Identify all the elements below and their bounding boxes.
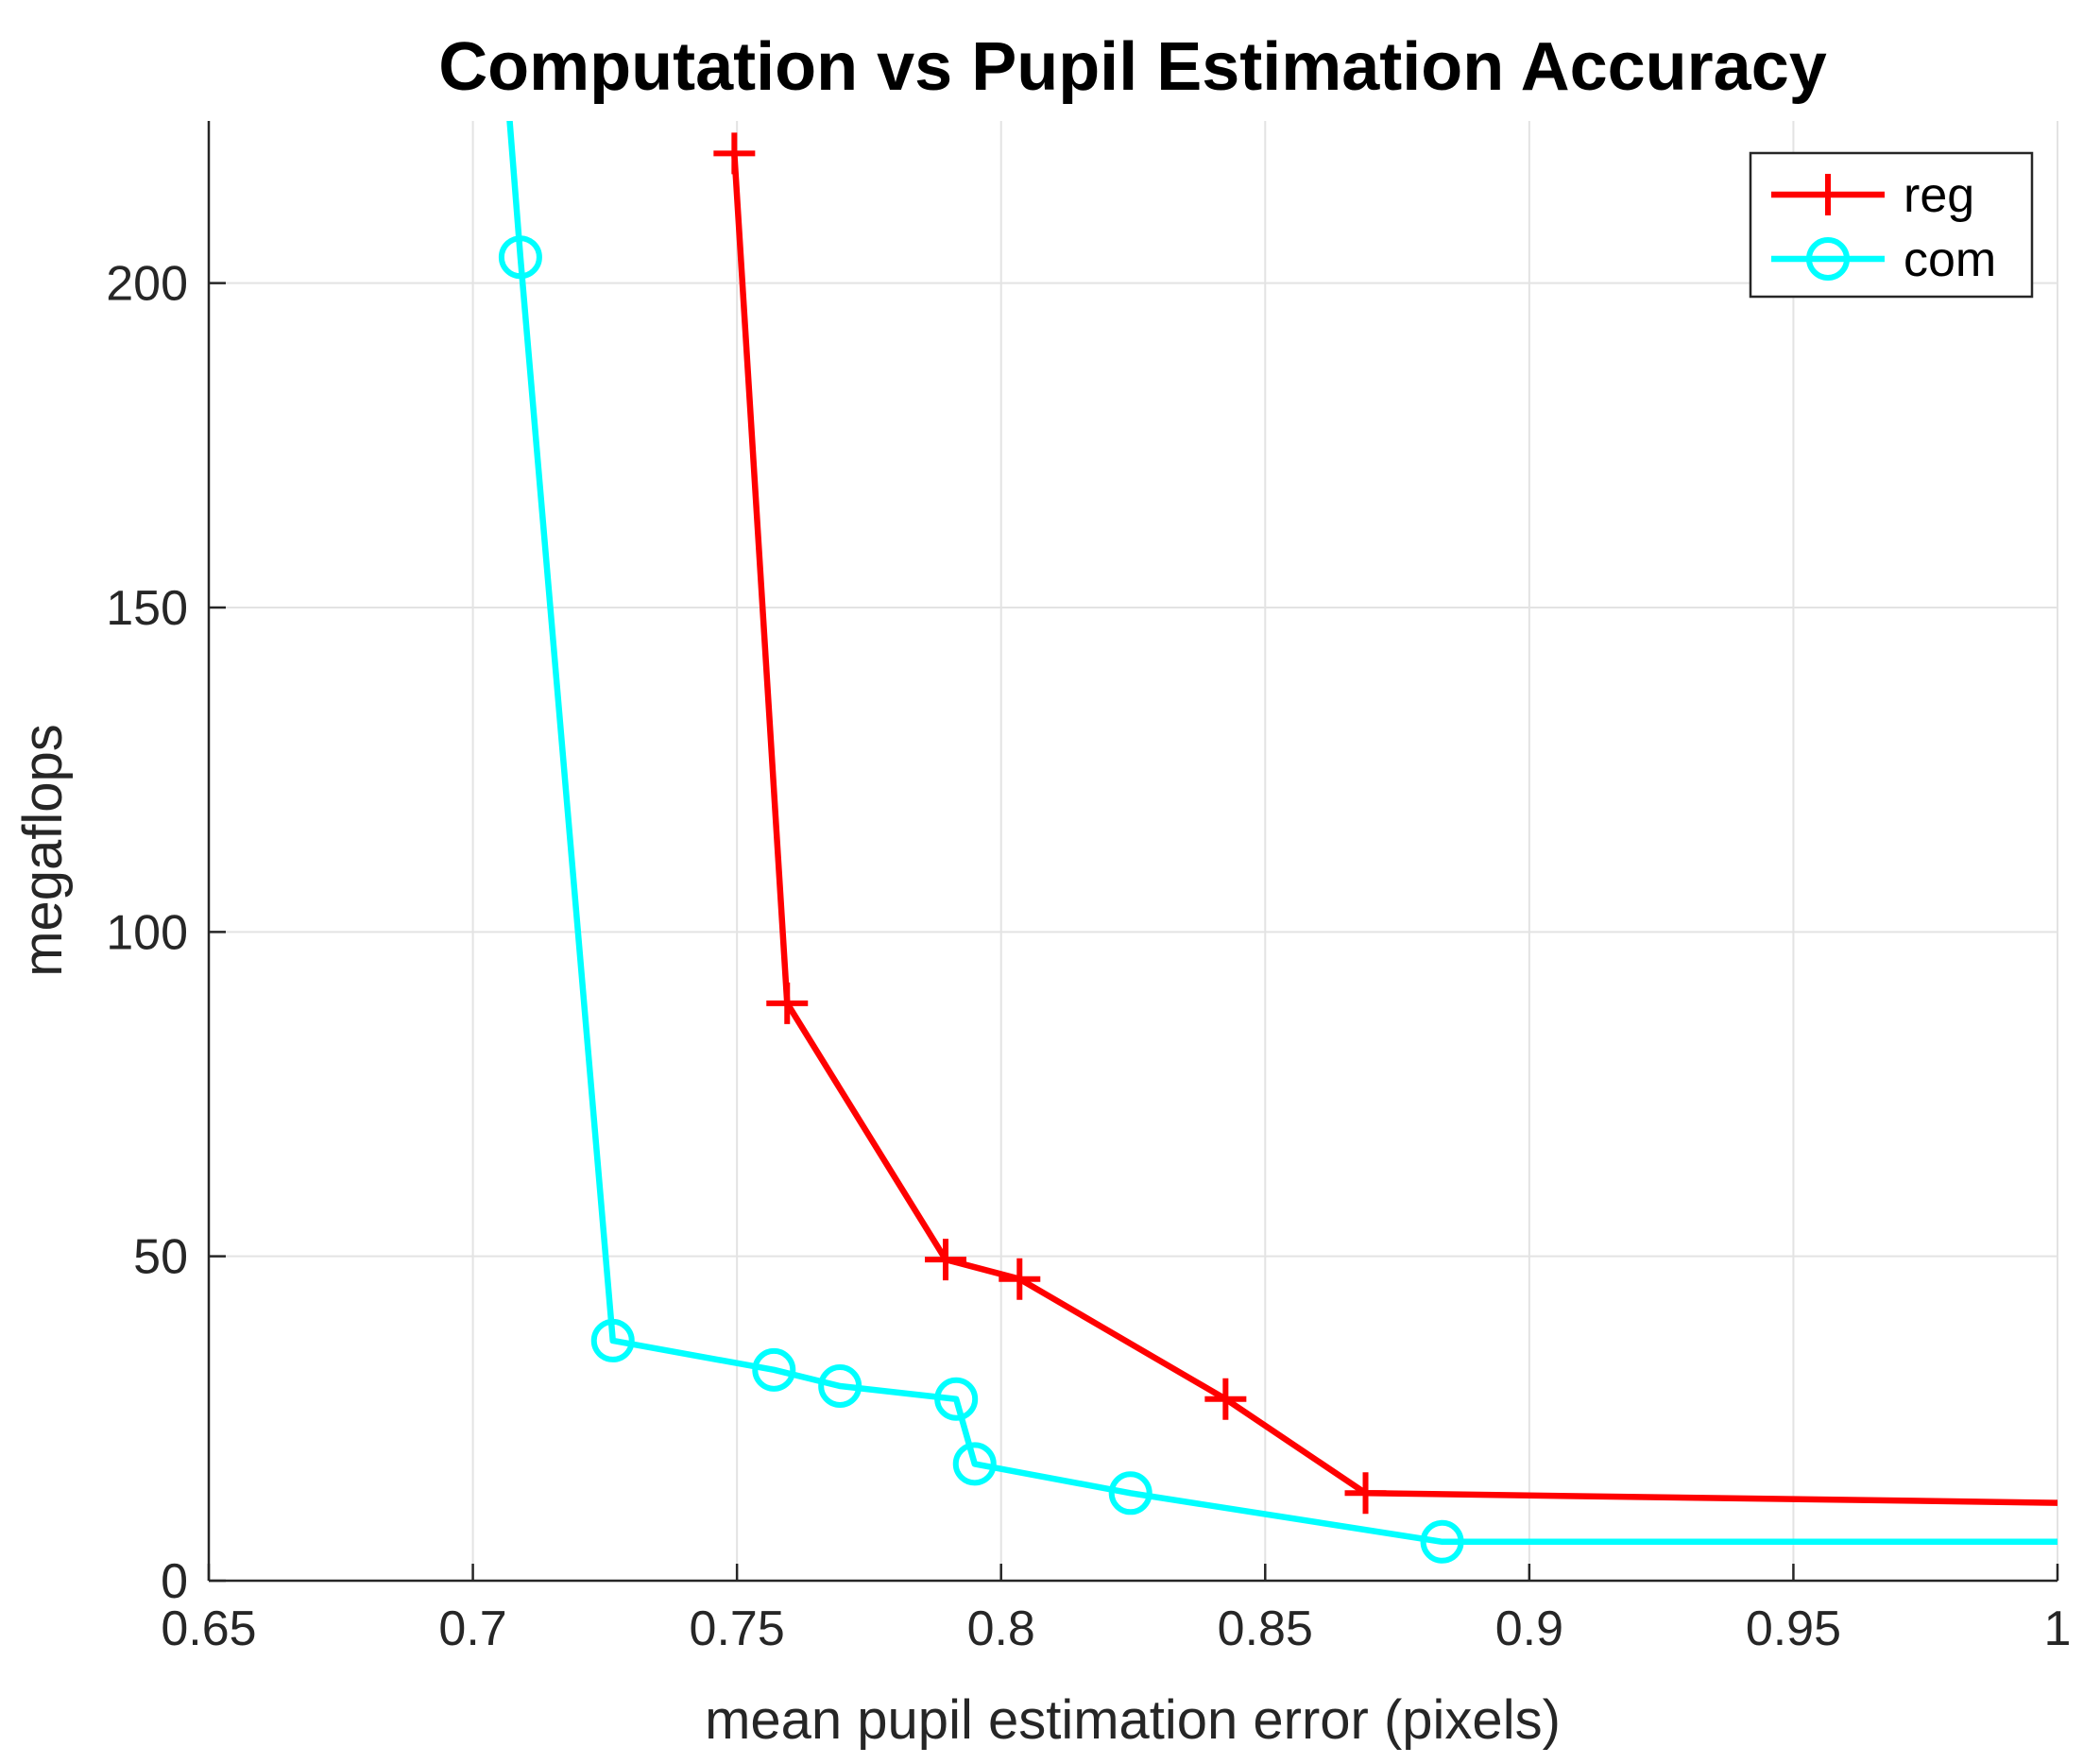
data-point-com [752, 1347, 796, 1392]
legend-marker-com [1806, 237, 1850, 281]
x-tick-label: 0.75 [690, 1601, 785, 1656]
x-tick-label: 1 [2044, 1601, 2072, 1656]
legend-box [1749, 151, 2034, 299]
y-axis-label: megaflops [12, 724, 74, 977]
data-point-com [934, 1377, 979, 1421]
series-line-com [506, 121, 2057, 1546]
data-point-com [952, 1442, 997, 1486]
data-point-reg [1344, 1472, 1387, 1515]
x-tick-label: 0.7 [438, 1601, 506, 1656]
y-tick-label: 150 [106, 581, 188, 636]
data-point-com [1420, 1519, 1464, 1564]
y-tick-label: 100 [106, 905, 188, 960]
data-point-reg [766, 982, 809, 1024]
axes [207, 121, 2059, 1583]
x-tick-label: 0.95 [1746, 1601, 1841, 1656]
x-tick-label: 0.85 [1218, 1601, 1313, 1656]
data-point-reg [1204, 1378, 1247, 1420]
plot-area [498, 121, 2057, 1564]
x-tick-label: 0.9 [1495, 1601, 1563, 1656]
x-axis-label: mean pupil estimation error (pixels) [705, 1689, 1561, 1751]
legend-marker-reg [1807, 174, 1849, 215]
x-tick-label: 0.65 [161, 1601, 256, 1656]
chart-title: Computation vs Pupil Estimation Accuracy [438, 29, 1827, 105]
data-point-com [1108, 1471, 1152, 1516]
legend-label-com: com [1904, 232, 1996, 287]
data-point-com [590, 1318, 635, 1362]
y-tick-label: 0 [161, 1554, 188, 1609]
grid [209, 121, 2058, 1581]
data-point-reg [999, 1258, 1041, 1300]
y-tick-label: 200 [106, 257, 188, 312]
data-point-com [498, 235, 542, 280]
data-point-reg [713, 132, 756, 175]
data-point-com [818, 1364, 862, 1408]
tick-labels: 0.65 0.7 0.75 0.8 0.85 0.9 0.95 1 0 50 100 150 200 [106, 257, 2071, 1656]
series-line-reg [731, 153, 2057, 1506]
legend-label-reg: reg [1904, 168, 1974, 223]
x-tick-label: 0.8 [967, 1601, 1035, 1656]
data-point-reg [925, 1239, 967, 1281]
legend: reg com [1749, 151, 2034, 299]
y-tick-label: 50 [133, 1230, 188, 1285]
